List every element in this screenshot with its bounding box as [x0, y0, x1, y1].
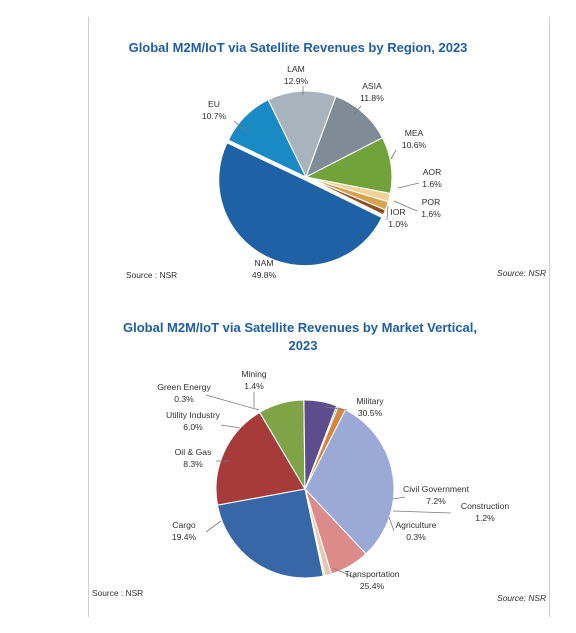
source-right-2: Source: NSR — [497, 593, 546, 603]
leader-line — [220, 424, 241, 429]
slice-value-agriculture: 0.3% — [406, 532, 426, 542]
slice-value-nam: 49.8% — [252, 270, 277, 280]
slice-value-transportation: 25.4% — [360, 581, 385, 591]
leader-line — [390, 149, 397, 160]
source-left-1: Source : NSR — [126, 270, 177, 280]
vertical-pie-leaders — [205, 392, 452, 579]
pie-slice-transportation — [216, 488, 324, 579]
slice-label-cargo: Cargo — [172, 520, 196, 530]
slice-value-mining: 1.4% — [244, 381, 264, 391]
slice-label-transportation: Transportation — [344, 569, 399, 579]
pie-slice-mea — [304, 137, 393, 195]
leader-line — [397, 182, 420, 189]
leader-line — [392, 510, 452, 514]
chart-title: Global M2M/IoT via Satellite Revenues by… — [129, 40, 468, 55]
slice-label-mining: Mining — [241, 369, 267, 379]
slice-label-nam: NAM — [254, 258, 273, 268]
pie-slice-cargo — [215, 411, 306, 506]
slice-value-asia: 11.8% — [360, 93, 384, 103]
source-left-2: Source : NSR — [92, 588, 143, 598]
slice-label-eu: EU — [208, 99, 220, 109]
slice-value-mea: 10.6% — [402, 140, 427, 150]
chart-title-2-line-2: 2023 — [289, 338, 318, 353]
slice-label-aor: AOR — [423, 167, 442, 177]
slice-value-military: 30.5% — [358, 408, 383, 418]
slice-label-ior: IOR — [390, 207, 405, 217]
slice-value-utility-industry: 6.0% — [183, 422, 203, 432]
leader-line — [332, 567, 356, 579]
leader-line — [386, 205, 389, 221]
slice-value-construction: 1.2% — [475, 513, 495, 523]
region-pie-chart: Global M2M/IoT via Satellite Revenues by… — [126, 40, 546, 280]
slice-value-oil-gas: 8.3% — [183, 459, 203, 469]
slice-label-lam: LAM — [287, 64, 305, 74]
slice-label-mea: MEA — [405, 128, 424, 138]
slice-value-cargo: 19.4% — [172, 532, 197, 542]
pie-slice-lam — [267, 90, 337, 179]
leader-line — [205, 394, 260, 411]
leader-line — [353, 105, 362, 115]
slice-value-aor: 1.6% — [422, 179, 442, 189]
slice-label-civil-government: Civil Government — [403, 484, 470, 494]
chart-title-2-line-1: Global M2M/IoT via Satellite Revenues by… — [123, 320, 477, 335]
slice-value-eu: 10.7% — [202, 111, 227, 121]
slice-value-lam: 12.9% — [284, 76, 309, 86]
slice-value-green-energy: 0.3% — [174, 394, 194, 404]
slice-label-por: POR — [422, 197, 441, 207]
slice-label-asia: ASIA — [362, 81, 382, 91]
slice-label-green-energy: Green Energy — [157, 382, 211, 392]
vertical-pie-chart: Global M2M/IoT via Satellite Revenues by… — [92, 320, 546, 603]
leader-line — [388, 516, 395, 532]
slice-label-military: Military — [356, 396, 384, 406]
source-right-1: Source: NSR — [497, 268, 546, 278]
slice-label-construction: Construction — [461, 501, 509, 511]
slice-value-civil-government: 7.2% — [426, 496, 446, 506]
leader-line — [393, 200, 418, 212]
slice-label-agriculture: Agriculture — [395, 520, 436, 530]
pie-slice-asia — [304, 95, 384, 179]
slice-value-ior: 1.0% — [388, 219, 408, 229]
slice-label-oil-gas: Oil & Gas — [175, 447, 212, 457]
leader-line — [205, 520, 222, 533]
leader-line — [233, 120, 248, 133]
leader-line — [324, 406, 348, 411]
slice-label-utility-industry: Utility Industry — [166, 410, 221, 420]
pie-slice-nam — [218, 142, 383, 267]
region-pie-slices — [218, 90, 393, 267]
pie-slice-ior — [305, 176, 387, 216]
leader-line — [392, 496, 406, 500]
vertical-pie-slices — [215, 399, 395, 579]
slice-value-por: 1.6% — [421, 209, 441, 219]
region-pie-leaders — [233, 86, 420, 221]
